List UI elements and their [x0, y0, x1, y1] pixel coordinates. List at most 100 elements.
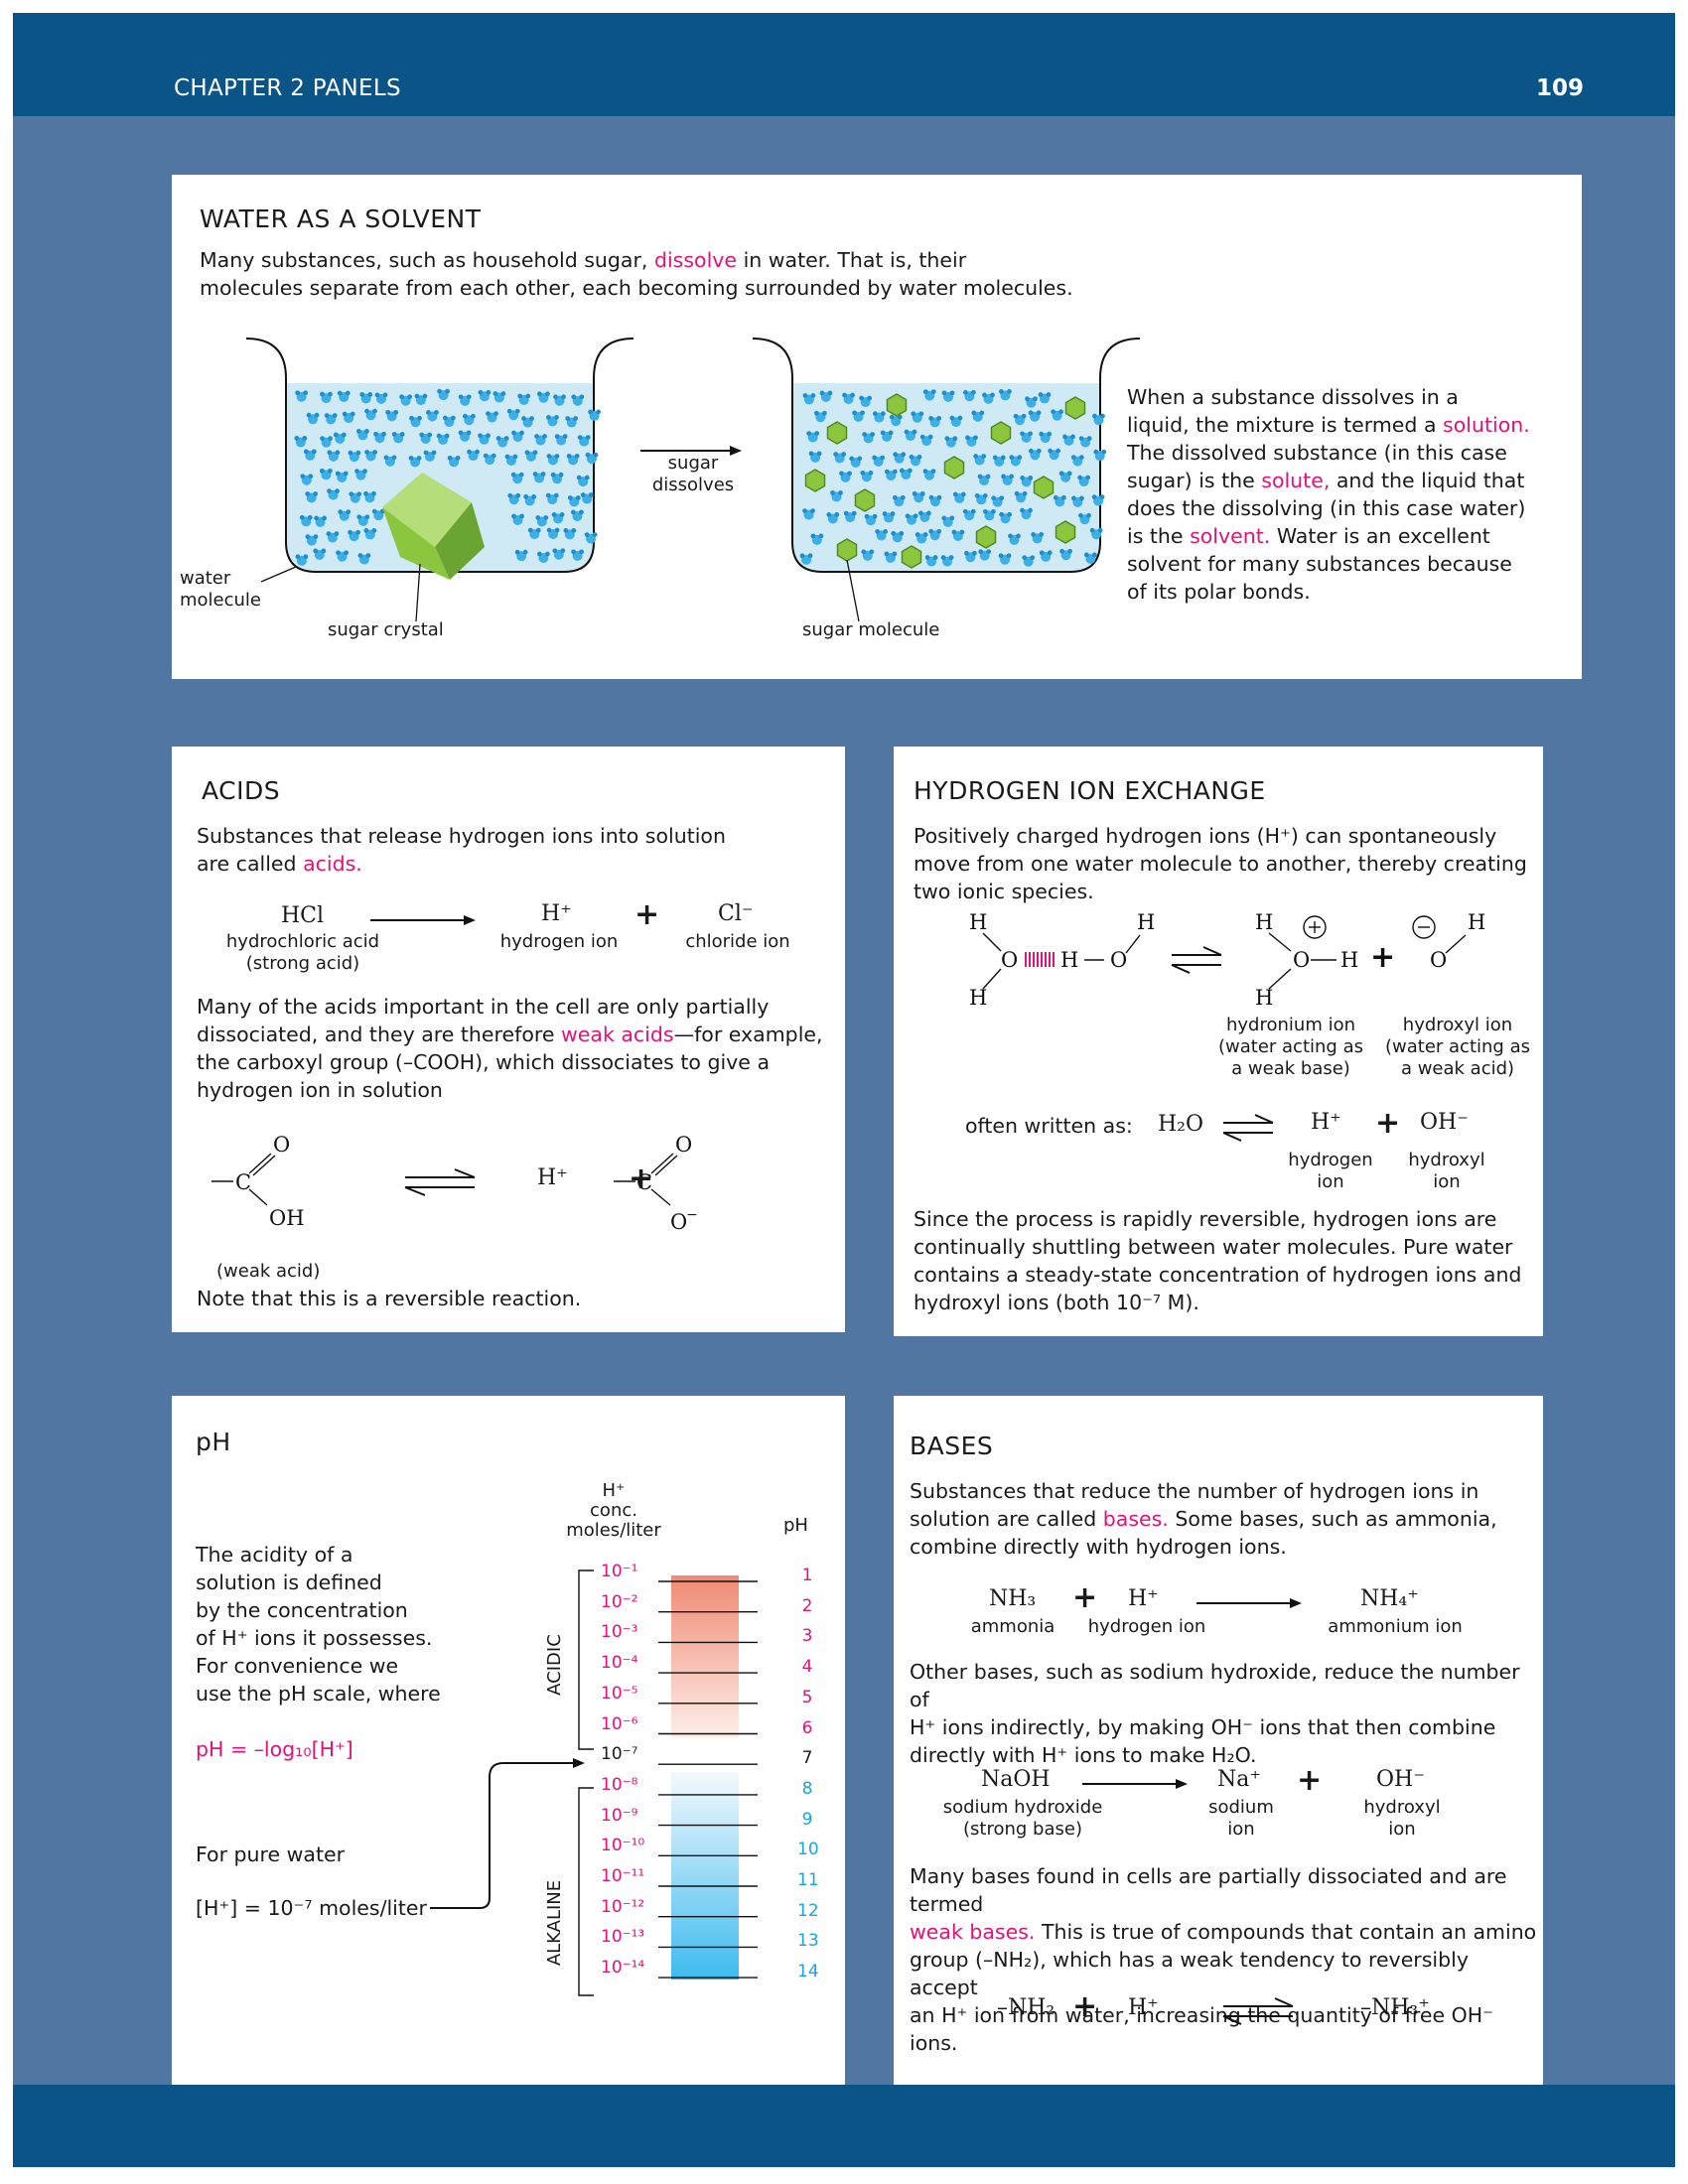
- water-molecule-icon: [571, 394, 585, 406]
- formula-ohminus: OH⁻: [1376, 1767, 1425, 1792]
- svg-text:O: O: [1001, 948, 1018, 972]
- plus-sign: +: [1297, 1763, 1323, 1798]
- plus-sign: +: [1072, 1580, 1098, 1615]
- plus-sign: +: [634, 897, 660, 932]
- sugar-molecule-icon: [854, 488, 876, 512]
- conc-value: 10⁻¹³: [601, 1927, 645, 1948]
- water-molecule-icon: [802, 508, 815, 520]
- alkaline-bracket: [578, 1787, 594, 1996]
- water-molecule-icon: [585, 452, 599, 465]
- ph-value: 6: [801, 1717, 813, 1738]
- svg-text:H: H: [969, 910, 987, 934]
- water-molecule-icon: [978, 549, 992, 561]
- svg-text:H: H: [1137, 910, 1155, 934]
- water-molecule-icon: [527, 527, 541, 540]
- sugar-molecule-label: sugar molecule: [802, 619, 940, 640]
- formula-nh4: NH₄⁺: [1360, 1586, 1419, 1611]
- conc-value: 10⁻²: [601, 1591, 638, 1612]
- ph-formula: pH = –log₁₀[H⁺]: [196, 1737, 353, 1761]
- alkaline-label: ALKALINE: [544, 1879, 565, 1967]
- water-molecule-icon: [348, 450, 361, 463]
- svg-text:H: H: [1255, 910, 1273, 934]
- water-molecule-icon: [326, 531, 340, 543]
- svg-text:O: O: [1430, 948, 1447, 972]
- hydroxyl-ion-label: hydroxyl ion: [1408, 1150, 1485, 1192]
- formula-nh2: –NH₂: [997, 1995, 1055, 2020]
- water-molecule-icon: [1039, 431, 1053, 444]
- water-molecule-icon: [999, 389, 1012, 401]
- ph-value: 3: [801, 1626, 813, 1647]
- water-molecule-icon: [319, 468, 333, 480]
- water-molecule-icon: [576, 475, 590, 487]
- water-molecule-icon: [1014, 490, 1028, 503]
- water-molecule-icon: [571, 549, 584, 561]
- svg-text:H: H: [1340, 948, 1358, 972]
- water-molecule-icon: [880, 430, 894, 442]
- water-molecule-icon: [949, 415, 963, 428]
- svg-text:H: H: [1060, 948, 1078, 972]
- chapter-title: CHAPTER 2 PANELS: [174, 75, 401, 101]
- reaction-arrow: [370, 915, 476, 925]
- ammonia-label: ammonia: [970, 1616, 1055, 1637]
- formula-naplus: Na⁺: [1217, 1767, 1261, 1792]
- water-molecule-icon: [983, 508, 996, 521]
- ph-value: 10: [797, 1840, 819, 1860]
- water-molecule-icon: [1091, 494, 1105, 506]
- water-molecule-icon: [495, 436, 509, 448]
- water-molecule-icon: [1058, 471, 1072, 482]
- water-molecule-icon: [864, 513, 878, 526]
- water-molecule-icon: [882, 511, 896, 523]
- formula-hplus: H⁺: [1311, 1110, 1341, 1135]
- water-molecule-icon: [1001, 474, 1015, 485]
- water-molecule-icon: [507, 492, 521, 505]
- hcl-label: hydrochloric acid (strong acid): [225, 931, 380, 974]
- ph-value: 5: [801, 1687, 813, 1707]
- header-bar: [13, 13, 1675, 116]
- water-molecule-icon: [356, 514, 370, 526]
- water-molecule-icon: [584, 532, 598, 544]
- formula-ohminus: OH⁻: [1420, 1110, 1469, 1135]
- pure-water-pointer: [430, 1762, 575, 1909]
- water-molecule-icon: [550, 472, 564, 484]
- water-molecule-icon: [295, 390, 309, 402]
- water-molecule-icon: [962, 508, 976, 521]
- water-molecule-icon: [567, 495, 581, 507]
- water-molecule-icon: [327, 450, 341, 462]
- water-molecule-icon: [333, 432, 347, 444]
- water-molecule-icon: [899, 468, 913, 480]
- hydroxyl-ion-label: hydroxyl ion: [1363, 1797, 1441, 1840]
- water-molecule-icon: [922, 389, 936, 401]
- water-molecule-icon: [914, 532, 928, 544]
- water-molecule-icon: [314, 515, 327, 527]
- panel-bases: BASES Substances that reduce the number …: [894, 1396, 1543, 2085]
- water-molecule-icon: [337, 390, 351, 403]
- water-molecule-icon: [1062, 434, 1075, 446]
- water-molecule-icon: [843, 510, 857, 523]
- water-molecule-icon: [536, 551, 550, 564]
- water-molecule-icon: [514, 549, 528, 562]
- water-molecule-icon: [320, 391, 333, 404]
- water-molecule-icon: [971, 410, 985, 422]
- water-molecule-icon: [1039, 550, 1053, 562]
- water-molecule-icon: [303, 449, 317, 461]
- dissolve-arrow: [640, 446, 742, 456]
- sodium-ion-label: sodium ion: [1208, 1797, 1274, 1840]
- water-molecule-icon: [884, 469, 898, 481]
- water-molecule-icon: [842, 392, 855, 405]
- water-molecule-icon: [912, 490, 925, 503]
- formula-hplus: H⁺: [541, 901, 572, 926]
- water-molecule-icon: [364, 408, 377, 421]
- water-molecule-icon: [922, 469, 936, 480]
- water-molecule-icon: [973, 454, 987, 466]
- ph-value: 13: [797, 1931, 819, 1952]
- sugar-molecule-icon: [990, 421, 1012, 445]
- water-molecule-label: water molecule: [180, 568, 262, 611]
- water-molecule-icon: [588, 409, 602, 421]
- equilibrium-arrow: [1222, 1114, 1274, 1142]
- water-molecule-icon: [859, 395, 873, 408]
- water-molecule-icon: [385, 409, 399, 422]
- water-molecule-icon: [546, 415, 559, 427]
- beaker-sugar-crystal: [245, 338, 634, 622]
- conc-value: 10⁻¹²: [601, 1896, 645, 1917]
- sugar-molecule-icon: [1064, 396, 1086, 420]
